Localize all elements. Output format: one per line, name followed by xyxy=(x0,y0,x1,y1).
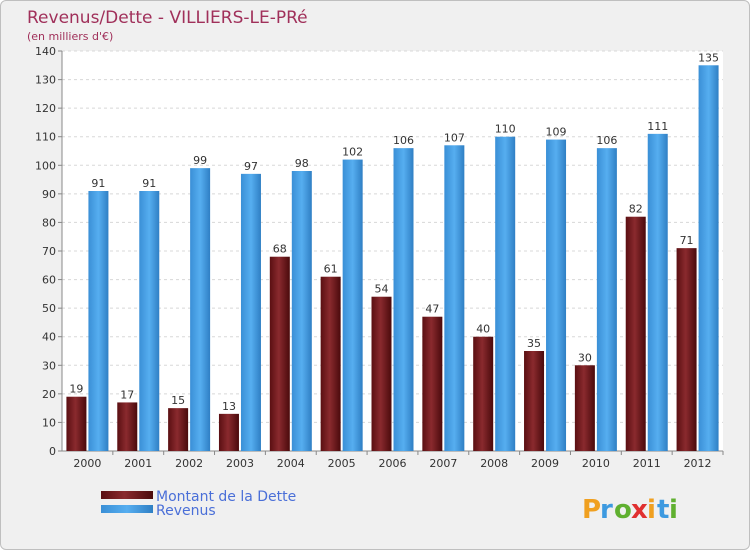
x-tick-label: 2005 xyxy=(328,457,356,470)
x-tick-label: 2012 xyxy=(684,457,712,470)
x-tick-label: 2007 xyxy=(429,457,457,470)
revenue-bar xyxy=(88,191,109,451)
debt-value-label: 35 xyxy=(527,337,541,350)
legend-label: Revenus xyxy=(156,503,216,519)
revenue-value-label: 91 xyxy=(142,177,156,190)
debt-bar xyxy=(117,402,138,451)
x-tick-label: 2001 xyxy=(124,457,152,470)
revenue-value-label: 135 xyxy=(698,51,719,64)
debt-bar xyxy=(371,296,392,451)
revenue-bar xyxy=(393,148,414,451)
x-tick-label: 2003 xyxy=(226,457,254,470)
logo-letter: i xyxy=(647,495,656,525)
debt-bar xyxy=(524,351,545,451)
x-tick-label: 2000 xyxy=(73,457,101,470)
y-tick-label: 120 xyxy=(35,102,56,115)
debt-value-label: 15 xyxy=(171,394,185,407)
y-tick-label: 60 xyxy=(42,274,56,287)
debt-bar xyxy=(422,316,443,451)
chart-title: Revenus/Dette - VILLIERS-LE-PRé xyxy=(27,8,308,28)
logo-letter: t xyxy=(657,495,669,525)
revenue-bar xyxy=(698,65,719,452)
y-tick-label: 70 xyxy=(42,245,56,258)
debt-value-label: 13 xyxy=(222,400,236,413)
revenue-value-label: 110 xyxy=(495,123,516,136)
revenue-bar xyxy=(139,191,160,451)
logo-letter: r xyxy=(600,495,613,525)
x-tick-label: 2008 xyxy=(480,457,508,470)
debt-value-label: 17 xyxy=(120,388,134,401)
y-tick-label: 110 xyxy=(35,131,56,144)
legend-swatch xyxy=(101,491,153,499)
legend-swatch xyxy=(101,505,153,513)
x-tick-label: 2002 xyxy=(175,457,203,470)
y-tick-label: 90 xyxy=(42,188,56,201)
revenue-bar xyxy=(647,133,668,451)
y-tick-label: 10 xyxy=(42,416,56,429)
debt-value-label: 47 xyxy=(425,303,439,316)
proxiti-logo: Pr o x i t i xyxy=(582,495,678,525)
x-tick-label: 2009 xyxy=(531,457,559,470)
revenue-value-label: 98 xyxy=(295,157,309,170)
revenue-value-label: 106 xyxy=(393,134,414,147)
chart-subtitle: (en milliers d'€) xyxy=(27,30,113,43)
debt-bar xyxy=(66,396,87,451)
debt-value-label: 61 xyxy=(324,263,338,276)
revenue-bar xyxy=(190,168,211,451)
revenue-bar xyxy=(444,145,465,452)
revenue-bar xyxy=(596,148,617,451)
debt-bar xyxy=(676,248,697,451)
y-tick-label: 140 xyxy=(35,45,56,58)
x-tick-label: 2006 xyxy=(379,457,407,470)
y-tick-label: 100 xyxy=(35,159,56,172)
debt-bar xyxy=(625,216,646,451)
debt-value-label: 71 xyxy=(680,234,694,247)
debt-value-label: 68 xyxy=(273,243,287,256)
debt-value-label: 54 xyxy=(375,283,389,296)
y-tick-label: 30 xyxy=(42,359,56,372)
debt-value-label: 19 xyxy=(69,383,83,396)
debt-bar xyxy=(168,408,189,451)
debt-value-label: 40 xyxy=(476,323,490,336)
legend-label: Montant de la Dette xyxy=(156,489,296,505)
x-tick-label: 2010 xyxy=(582,457,610,470)
x-tick-label: 2004 xyxy=(277,457,305,470)
logo-letter: P xyxy=(582,495,601,525)
y-tick-label: 0 xyxy=(49,445,56,458)
revenue-value-label: 99 xyxy=(193,154,207,167)
revenue-bar xyxy=(546,139,567,452)
debt-bar xyxy=(218,413,239,451)
debt-value-label: 82 xyxy=(629,203,643,216)
logo-letter: x xyxy=(631,495,648,525)
debt-bar xyxy=(320,276,341,451)
y-tick-label: 50 xyxy=(42,302,56,315)
y-tick-label: 20 xyxy=(42,388,56,401)
revenue-value-label: 107 xyxy=(444,131,465,144)
revenue-value-label: 106 xyxy=(596,134,617,147)
debt-bar xyxy=(473,336,494,451)
debt-bar xyxy=(574,365,595,451)
x-tick-label: 2011 xyxy=(633,457,661,470)
logo-letter: o xyxy=(614,495,632,525)
revenue-value-label: 97 xyxy=(244,160,258,173)
revenue-value-label: 111 xyxy=(647,120,668,133)
revenue-bar xyxy=(495,136,516,451)
revenue-bar xyxy=(291,171,312,451)
revenue-value-label: 109 xyxy=(546,126,567,139)
y-tick-label: 130 xyxy=(35,74,56,87)
debt-bar xyxy=(269,256,290,451)
y-tick-label: 40 xyxy=(42,331,56,344)
debt-value-label: 30 xyxy=(578,351,592,364)
revenue-bar xyxy=(240,173,261,451)
revenue-value-label: 91 xyxy=(91,177,105,190)
revenue-bar xyxy=(342,159,363,452)
revenue-value-label: 102 xyxy=(342,146,363,159)
logo-letter: i xyxy=(669,495,678,525)
y-tick-label: 80 xyxy=(42,216,56,229)
